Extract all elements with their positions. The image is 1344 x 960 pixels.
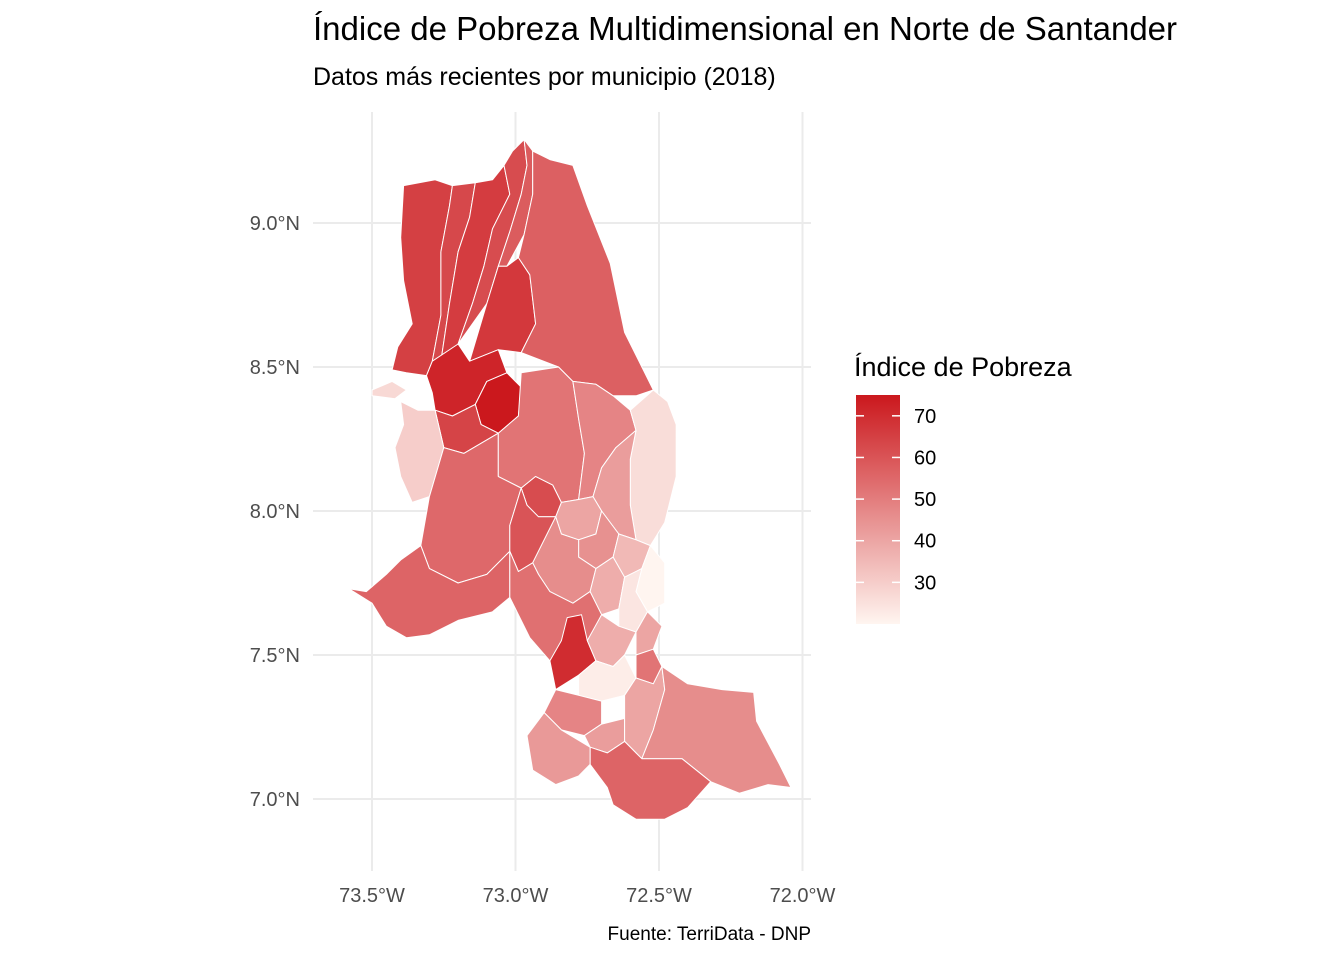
municipality-polygon	[517, 150, 654, 397]
legend: Índice de Pobreza 70 60 50 40 30	[854, 352, 1073, 624]
chart-title: Índice de Pobreza Multidimensional en No…	[313, 10, 1177, 47]
legend-colorbar	[856, 395, 900, 624]
legend-tick-label: 60	[914, 447, 936, 469]
y-tick-label: 9.0°N	[250, 213, 300, 235]
municipality-polygon	[641, 666, 792, 794]
x-tick-label: 72.5°W	[626, 885, 692, 907]
legend-title: Índice de Pobreza	[854, 352, 1073, 382]
y-axis: 9.0°N 8.5°N 8.0°N 7.5°N 7.0°N	[250, 213, 300, 811]
x-tick-label: 73.5°W	[339, 885, 405, 907]
municipality-polygon	[635, 611, 663, 656]
municipality-polygon	[629, 389, 677, 547]
legend-tick-label: 70	[914, 406, 936, 428]
x-tick-label: 73.0°W	[483, 885, 549, 907]
legend-tick-label: 30	[914, 572, 936, 594]
x-axis: 73.5°W 73.0°W 72.5°W 72.0°W	[339, 885, 835, 907]
municipality-polygon	[589, 740, 712, 820]
y-tick-label: 8.0°N	[250, 501, 300, 523]
municipality-polygon	[526, 712, 591, 786]
chart-caption: Fuente: TerriData - DNP	[608, 924, 811, 945]
legend-tick-label: 50	[914, 489, 936, 511]
x-tick-label: 72.0°W	[770, 885, 836, 907]
legend-tick-label: 40	[914, 531, 936, 553]
municipality-polygon	[371, 380, 407, 400]
municipalities	[348, 139, 792, 820]
y-tick-label: 7.0°N	[250, 789, 300, 811]
y-tick-label: 8.5°N	[250, 357, 300, 379]
y-tick-label: 7.5°N	[250, 645, 300, 667]
municipality-polygon	[348, 545, 511, 639]
municipality-polygon	[394, 401, 445, 503]
municipality-polygon	[555, 496, 603, 541]
chart-subtitle: Datos más recientes por municipio (2018)	[313, 63, 776, 91]
legend-ticks: 70 60 50 40 30	[856, 406, 936, 594]
